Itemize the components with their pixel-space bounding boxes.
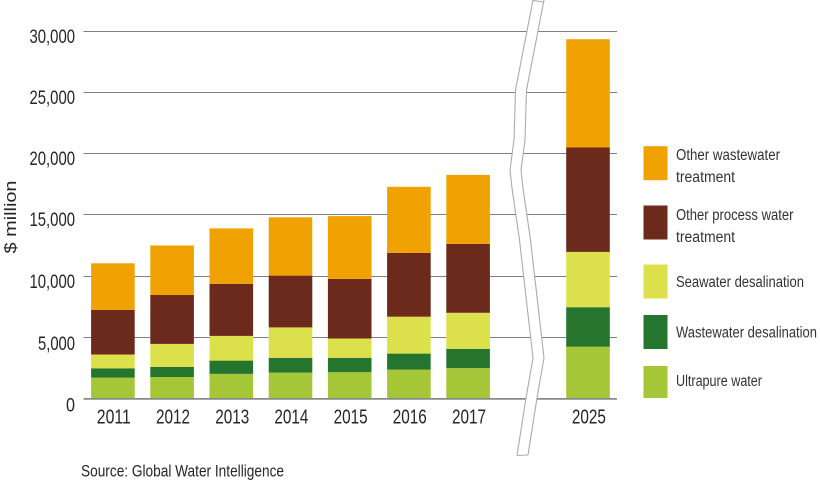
svg-text:5,000: 5,000 xyxy=(38,334,75,355)
svg-text:Source: Global Water Intellige: Source: Global Water Intelligence xyxy=(81,462,284,481)
svg-text:20,000: 20,000 xyxy=(30,149,76,170)
svg-text:2011: 2011 xyxy=(97,406,131,429)
svg-text:Wastewater desalination: Wastewater desalination xyxy=(676,325,817,342)
svg-text:2017: 2017 xyxy=(452,406,486,429)
svg-text:$ million: $ million xyxy=(1,181,20,254)
svg-text:Ultrapure water: Ultrapure water xyxy=(676,373,762,390)
svg-text:25,000: 25,000 xyxy=(30,88,76,109)
svg-text:15,000: 15,000 xyxy=(30,210,76,231)
svg-text:2015: 2015 xyxy=(334,406,368,429)
svg-text:30,000: 30,000 xyxy=(30,27,76,48)
svg-text:Other wastewater: Other wastewater xyxy=(676,147,780,164)
svg-text:treatment: treatment xyxy=(676,229,736,246)
svg-text:2013: 2013 xyxy=(215,406,249,429)
svg-text:2025: 2025 xyxy=(572,406,606,429)
svg-text:2016: 2016 xyxy=(393,406,427,429)
svg-text:10,000: 10,000 xyxy=(30,272,76,293)
svg-text:Seawater desalination: Seawater desalination xyxy=(676,274,804,291)
svg-text:Other process water: Other process water xyxy=(676,207,794,224)
svg-text:0: 0 xyxy=(66,396,75,417)
svg-text:2014: 2014 xyxy=(274,406,308,429)
svg-text:treatment: treatment xyxy=(676,169,736,186)
svg-text:2012: 2012 xyxy=(156,406,190,429)
